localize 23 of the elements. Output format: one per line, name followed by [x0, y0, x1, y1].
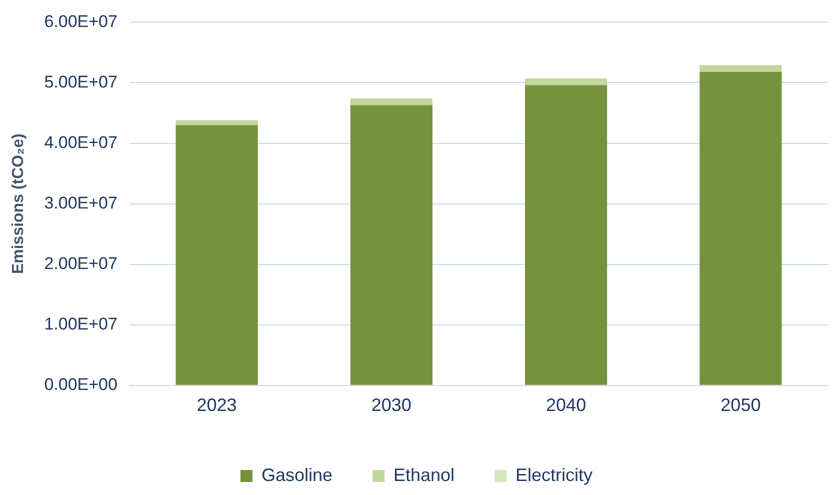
y-tick-label: 5.00E+07 [44, 72, 118, 92]
bar [176, 120, 258, 126]
y-tick-label: 2.00E+07 [44, 254, 118, 274]
y-tick-label: 3.00E+07 [44, 193, 118, 212]
bar [176, 125, 258, 385]
y-tick-label: 0.00E+00 [44, 375, 118, 394]
x-tick-label: 2050 [720, 395, 761, 416]
x-tick-label: 2030 [371, 395, 412, 416]
x-tick-label: 2023 [196, 395, 237, 416]
bar [700, 72, 782, 385]
y-axis-title: Emissions (tCO₂e) [10, 134, 28, 274]
y-tick-label: 1.00E+07 [44, 314, 118, 334]
legend-label: Gasoline [261, 464, 332, 485]
bar [350, 105, 432, 385]
bar [525, 78, 608, 86]
y-tick-label: 6.00E+07 [44, 12, 118, 31]
bar [700, 65, 782, 72]
bar [525, 85, 608, 385]
legend-label: Electricity [516, 464, 593, 485]
y-tick-label: 4.00E+07 [44, 132, 118, 152]
x-tick-label: 2040 [546, 395, 586, 416]
legend-label: Ethanol [393, 464, 455, 485]
bar [350, 98, 432, 106]
